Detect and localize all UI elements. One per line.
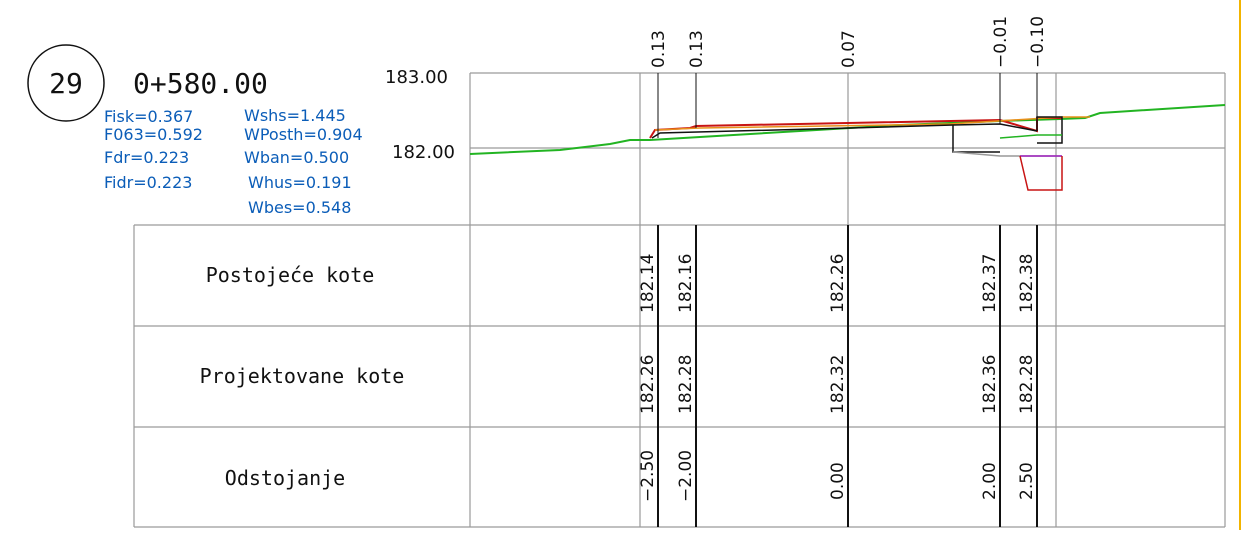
coef-fidr: Fidr=0.223 [104,173,192,192]
terrain-line [469,104,1226,155]
station-label: 0+580.00 [133,67,268,100]
row-label-existing: Postojeće kote [206,263,375,287]
diff-label-4: −0.01 [991,16,1011,68]
coef-fdr: Fdr=0.223 [104,148,189,167]
layer-line [654,116,1090,131]
existing-value-5: 182.38 [1017,254,1037,313]
offset-value-5: 2.50 [1017,462,1037,500]
offset-value-1: −2.50 [638,450,658,502]
coef-wshs: Wshs=1.445 [244,106,346,125]
diff-label-3: 0.07 [839,30,859,68]
ditch-outline [1019,155,1063,191]
existing-value-4: 182.37 [980,254,1000,313]
existing-value-3: 182.26 [828,254,848,313]
section-number-circle [27,44,105,122]
offset-value-4: 2.00 [980,462,1000,500]
row-label-design: Projektovane kote [200,364,405,388]
elevation-label-top: 183.00 [385,67,448,88]
profile-lines [469,104,1226,191]
design-value-2: 182.28 [676,355,696,414]
terrain-lower-line [999,134,1062,139]
structure-line [651,123,1038,139]
coef-wposth: WPosth=0.904 [244,125,363,144]
offset-value-3: 0.00 [828,462,848,500]
diff-label-1: 0.13 [649,30,669,68]
diff-label-2: 0.13 [687,30,707,68]
row-design-values: 182.26 182.28 182.32 182.36 182.28 [638,355,1037,414]
row-offset-values: −2.50 −2.00 0.00 2.00 2.50 [638,450,1037,502]
coefficients-block: Fisk=0.367 F063=0.592 Fdr=0.223 Fidr=0.2… [104,106,363,217]
data-table-grid [133,224,1225,528]
coef-wban: Wban=0.500 [244,148,349,167]
top-diff-labels: 0.13 0.13 0.07 −0.01 −0.10 [649,16,1048,68]
offset-value-2: −2.00 [676,450,696,502]
existing-value-2: 182.16 [676,254,696,313]
row-existing-values: 182.14 182.16 182.26 182.37 182.38 [638,254,1037,313]
profile-grid [469,72,1226,527]
section-number: 29 [49,67,83,100]
structure-box-right [1036,116,1063,144]
diff-ticks [657,73,1038,138]
design-value-4: 182.36 [980,355,1000,414]
design-value-3: 182.32 [828,355,848,414]
coef-fisk: Fisk=0.367 [104,107,193,126]
elevation-label-mid: 182.00 [392,142,455,163]
station-lines [657,225,1038,527]
existing-value-1: 182.14 [638,254,658,313]
diff-label-5: −0.10 [1028,16,1048,68]
design-value-1: 182.26 [638,355,658,414]
coef-whus: Whus=0.191 [248,173,352,192]
coef-wbes: Wbes=0.548 [248,198,351,217]
row-label-offset: Odstojanje [225,466,345,490]
design-value-5: 182.28 [1017,355,1037,414]
coef-f063: F063=0.592 [104,125,203,144]
